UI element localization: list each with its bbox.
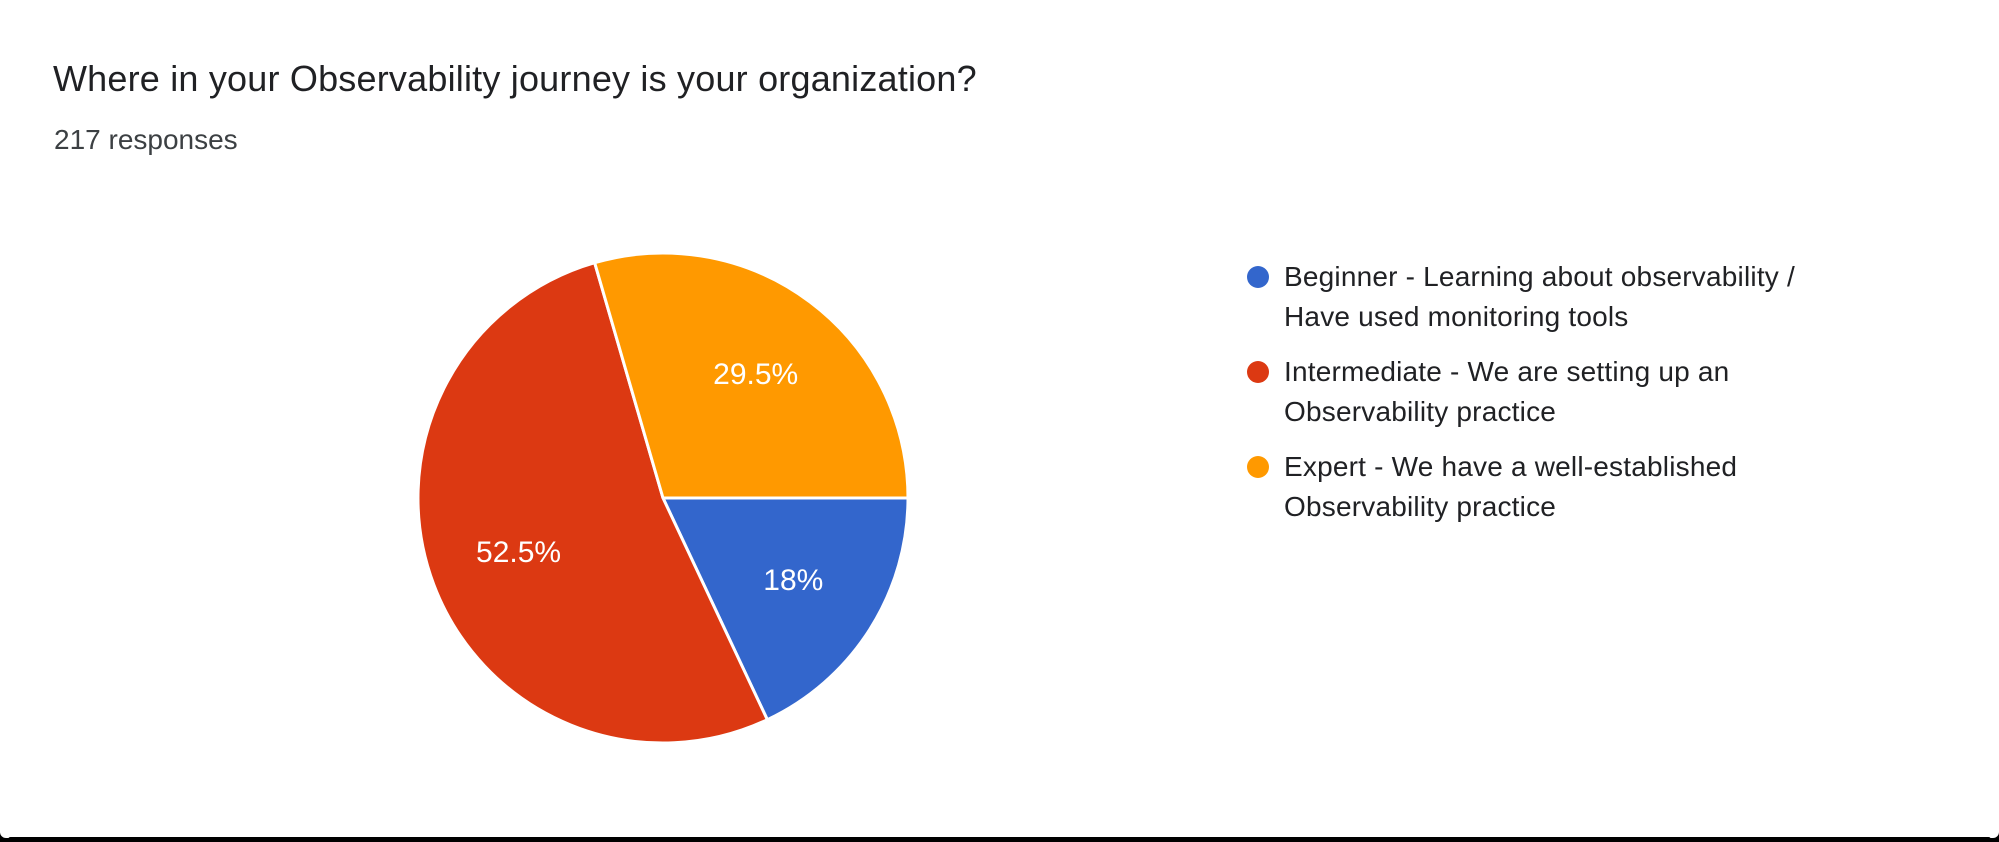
legend-label-beginner: Beginner - Learning about observability … [1284,261,1795,332]
legend-color-dot-intermediate [1247,361,1269,383]
pie-slice-beginner[interactable] [661,496,910,722]
legend-label-expert: Expert - We have a well-established Obser… [1284,451,1738,522]
legend-color-dot-beginner [1247,266,1269,288]
legend-label-intermediate: Intermediate - We are setting up an Obser… [1284,356,1730,427]
pie-slice-expert[interactable] [593,251,910,500]
chart-legend: Beginner - Learning about observability … [1247,257,1927,542]
response-count: 217 responses [54,124,238,155]
pie-slice-percent-beginner: 18% [763,564,823,597]
legend-color-dot-expert [1247,456,1269,478]
legend-item-beginner: Beginner - Learning about observability … [1247,257,1927,337]
question-title: Where in your Observability journey is y… [53,58,977,99]
pie-slice-percent-intermediate: 52.5% [476,536,561,569]
pie-chart: 18% 52.5% 29.5% [416,251,910,745]
screen-bottom-edge [8,837,1991,842]
legend-item-intermediate: Intermediate - We are setting up an Obser… [1247,352,1927,432]
pie-slice-percent-expert: 29.5% [713,358,798,391]
legend-item-expert: Expert - We have a well-established Obser… [1247,447,1927,527]
pie-slice-intermediate[interactable] [416,261,769,745]
